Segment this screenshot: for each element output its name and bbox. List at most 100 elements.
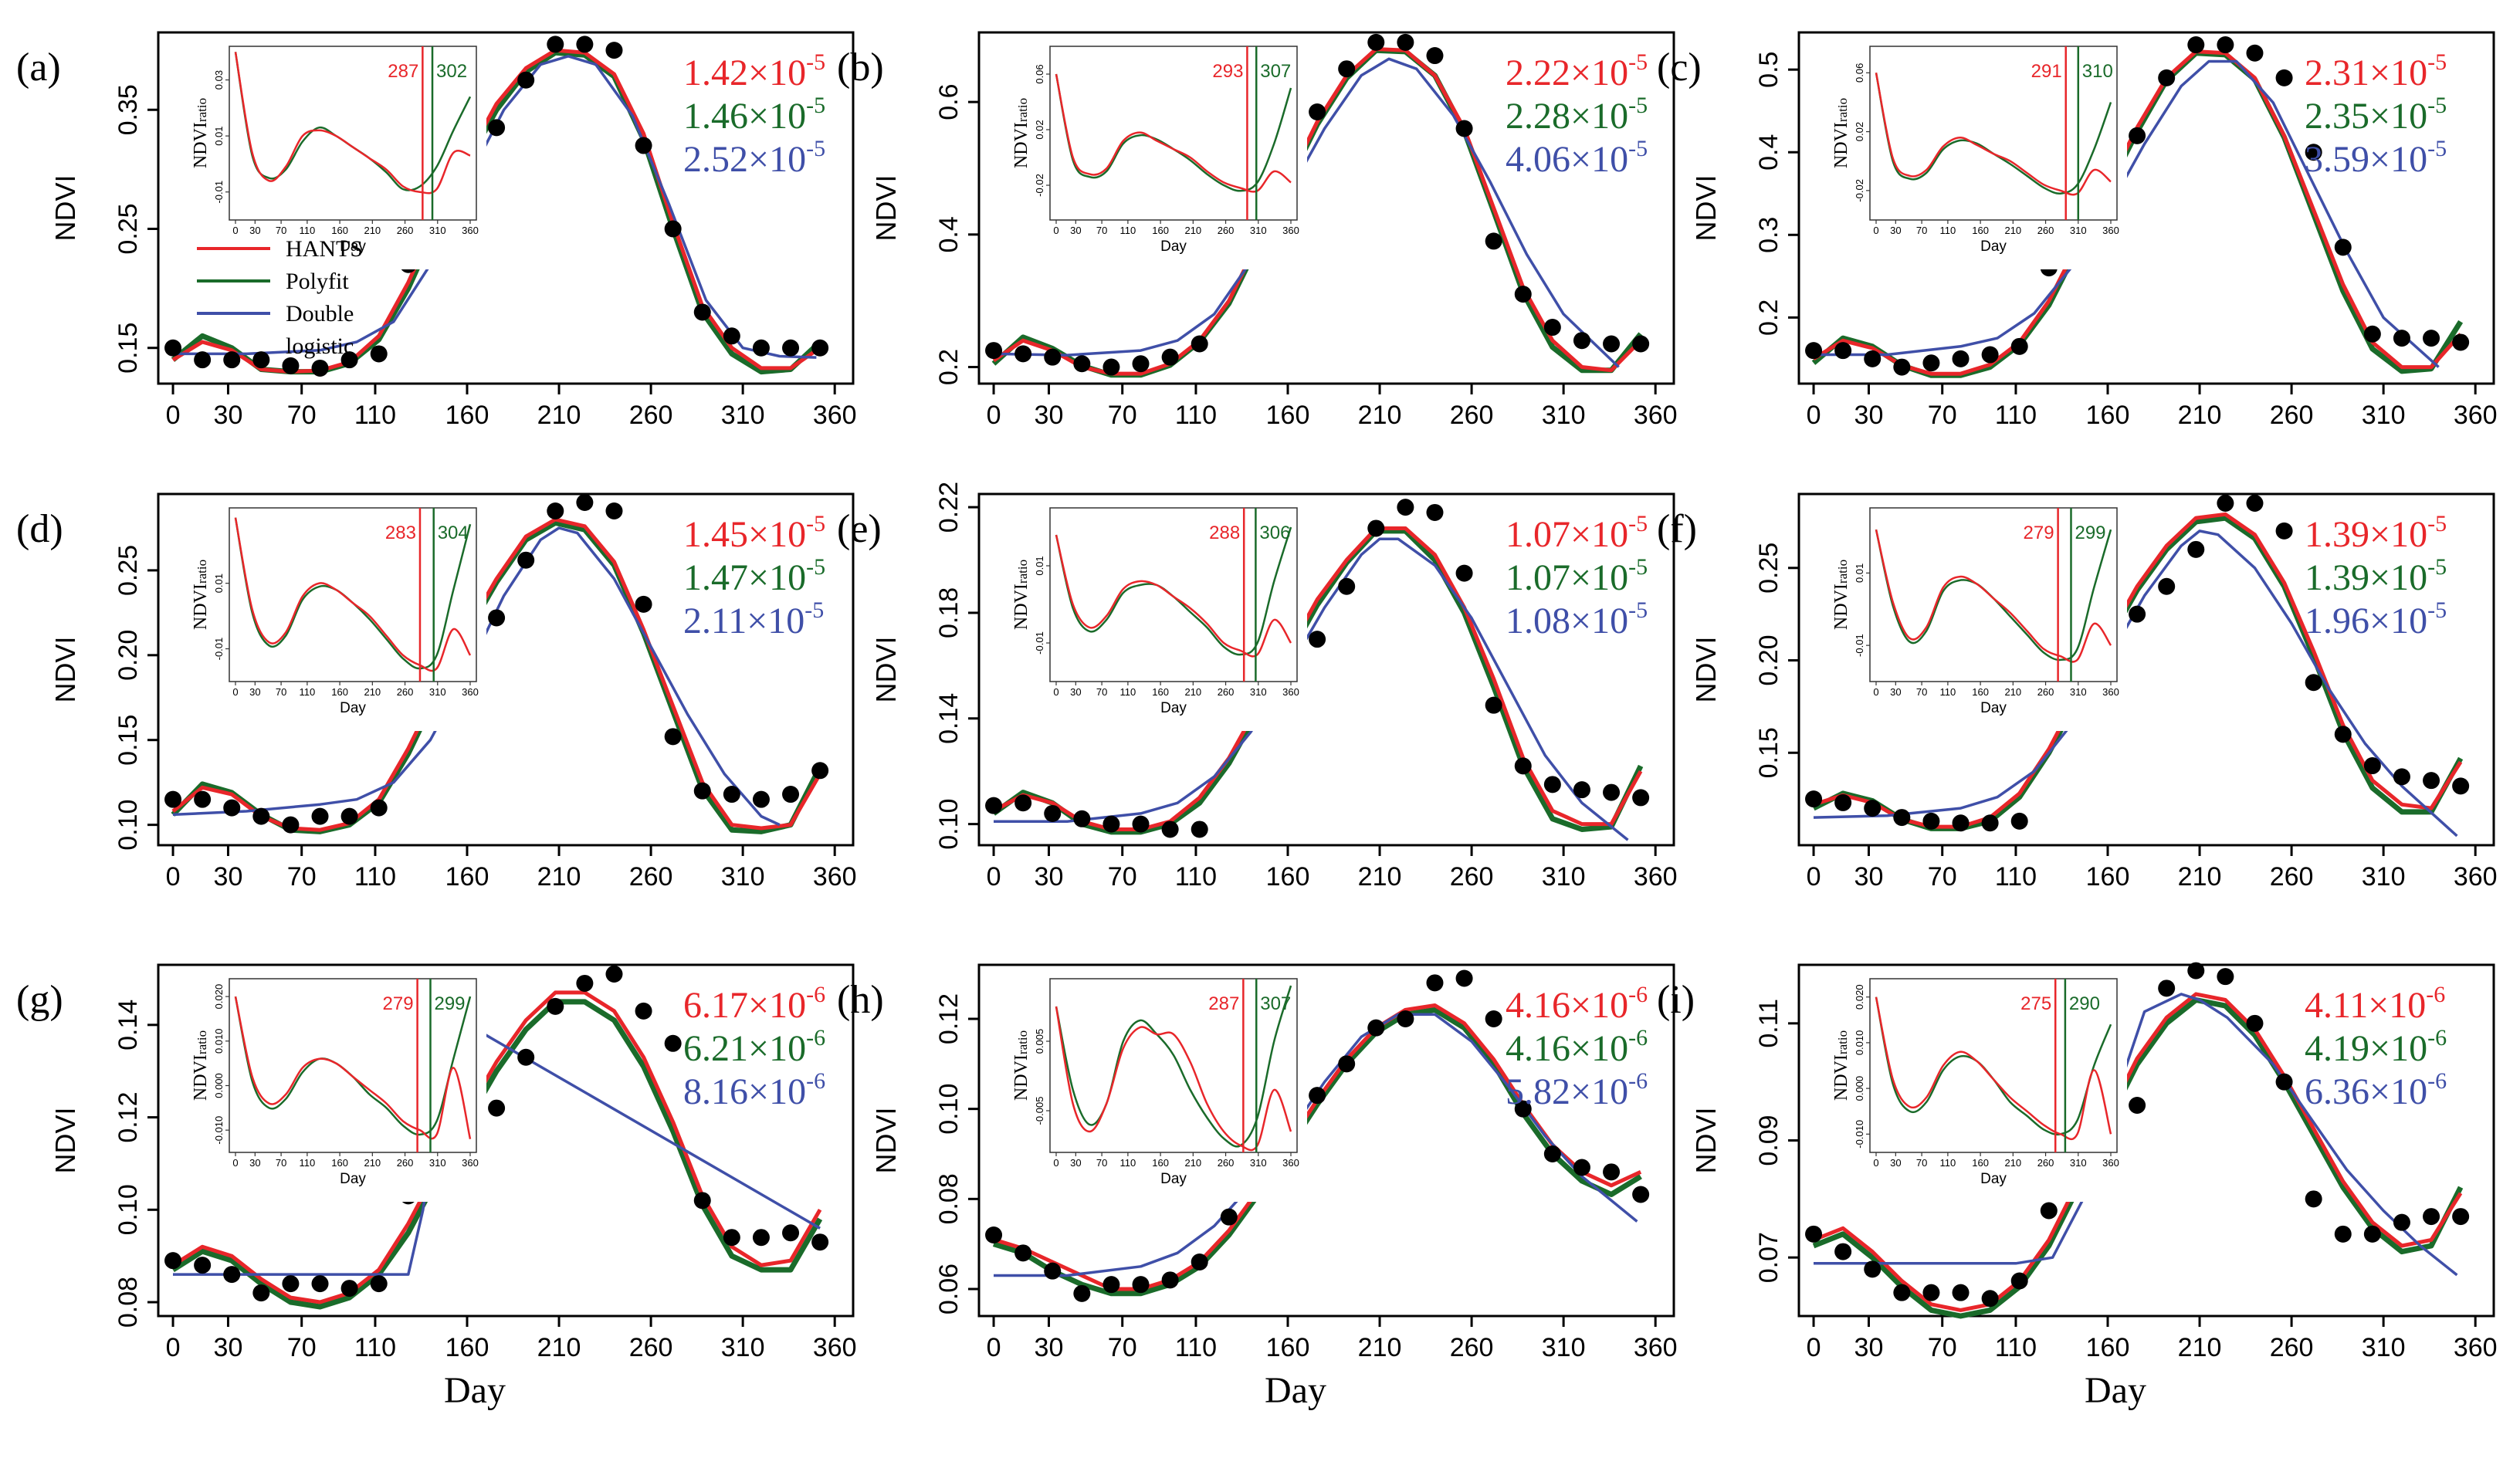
inset-x-label: Day [1160,1171,1187,1187]
inset-x-tick-label: 70 [1916,686,1927,698]
data-point [1367,1019,1385,1037]
series-hants-line [1813,992,2463,1312]
inset-x-tick-label: 110 [1120,225,1136,236]
data-point [1014,1244,1032,1262]
inset-y-label-sub: ratio [1835,560,1850,584]
inset-y-label: NDVIratio [1831,98,1851,168]
inset-x-tick-label: 160 [1972,1157,1989,1169]
data-point [693,303,711,321]
data-point [1981,1290,1999,1308]
x-tick-label: 0 [166,401,181,430]
inset-hants-marker-label: 291 [2031,61,2062,82]
data-point [1338,577,1356,595]
data-point [2187,962,2205,979]
x-tick-label: 260 [1450,1333,1494,1362]
inset-y-label-main: NDVI [1831,1054,1851,1101]
inset-x-tick-label: 30 [249,1157,260,1169]
inset-polyfit-marker-label: 306 [1259,523,1290,543]
data-point [1426,503,1444,521]
inset-hants-marker-label: 283 [385,523,416,543]
inset-y-tick-label: 0.000 [213,1073,225,1098]
metric-mantissa: 8.16 [683,1071,748,1112]
metric-exponent: -5 [806,511,825,536]
inset-x-tick-label: 360 [2102,686,2119,698]
series-hants-line [992,47,1642,376]
inset-y-tick-label: 0.01 [1854,563,1865,583]
inset-y-tick-label: 0.02 [1034,120,1045,139]
inset-hants-ratio-curve [234,517,472,672]
inset-x-tick-label: 160 [1152,225,1169,236]
data-point [1603,1163,1621,1181]
data-point [252,351,270,369]
inset-y-tick-label: -0.01 [1034,631,1045,655]
inset-background [187,502,486,731]
data-point [985,797,1003,814]
metric-exponent: -5 [2427,597,2447,623]
inset-plot: 0 30 70 110 160 210 260 310 360 -0.010 0.000 0.010 0… [1827,973,2127,1202]
metric-mantissa: 1.08 [1506,601,1570,641]
y-tick-label: 0.2 [1754,299,1783,336]
data-point [2363,757,2381,775]
inset-x-tick-label: 70 [1916,1157,1927,1169]
metric-exponent: -5 [1628,93,1648,118]
data-point [1161,348,1179,366]
inset-x-tick-label: 0 [1053,686,1058,698]
x-tick-label: 210 [2178,862,2222,892]
panel-label: (h) [837,978,884,1022]
data-point [1893,809,1911,827]
y-tick-label: 0.5 [1754,52,1783,88]
metric-mantissa: 2.31 [2305,52,2369,93]
data-point [635,1002,652,1020]
data-point [1543,319,1561,337]
data-point [1922,354,1940,372]
inset-polyfit-marker-label: 310 [2082,61,2113,82]
inset-y-tick-label: -0.01 [1854,634,1865,657]
data-point [1132,1276,1150,1294]
metric-times-ten: ×10 [2369,1071,2427,1112]
inset-y-label: NDVIratio [191,1030,211,1101]
inset-x-tick-label: 70 [1096,225,1107,236]
data-point [2129,127,2146,144]
plot-frame [977,492,1675,847]
metric-mantissa: 4.11 [2305,985,2368,1026]
metric-double-logistic: 8.16×10-6 [683,1068,825,1112]
y-tick-label: 0.12 [113,1091,143,1142]
x-tick-label: 260 [2270,401,2314,430]
inset-x-tick-label: 310 [2070,686,2087,698]
inset-x-tick-label: 210 [1184,1157,1201,1169]
x-tick-label: 260 [629,1333,673,1362]
data-point [1981,346,1999,364]
metric-exponent: -5 [2427,554,2447,580]
data-point [311,1275,329,1293]
data-point [1455,969,1473,987]
inset-x-tick-label: 70 [276,225,286,236]
data-point [635,137,652,154]
inset-x-tick-label: 260 [397,686,414,698]
inset-x-tick-label: 30 [1070,1157,1081,1169]
inset-y-tick-label: 0.005 [1034,1029,1045,1054]
data-point [2246,1014,2264,1032]
data-point [1952,1284,1970,1301]
x-tick-label: 360 [2454,1333,2498,1362]
y-axis-title: NDVI [49,1107,81,1173]
metric-mantissa: 6.36 [2305,1071,2369,1112]
plot-frame [1797,492,2495,847]
data-point [693,782,711,800]
inset-hants-ratio-curve [1875,996,2112,1141]
x-tick-label: 70 [287,401,317,430]
inset-y-tick-label: 0.010 [1854,1030,1865,1056]
data-point [2275,1073,2293,1091]
data-point [2129,1097,2146,1114]
data-point [340,807,358,825]
metric-times-ten: ×10 [1570,52,1628,93]
legend-double-logistic-label-2: logistic [286,333,354,359]
data-point [1573,332,1590,350]
inset-x-tick-label: 260 [2037,686,2054,698]
inset-hants-ratio-curve [1055,1006,1292,1152]
metric-times-ten: ×10 [747,601,804,641]
inset-polyfit-marker-label: 302 [436,61,467,82]
inset-y-tick-label: -0.010 [213,1116,225,1145]
inset-x-tick-label: 110 [300,686,316,698]
metric-mantissa: 1.42 [683,52,748,93]
data-point [370,345,388,363]
